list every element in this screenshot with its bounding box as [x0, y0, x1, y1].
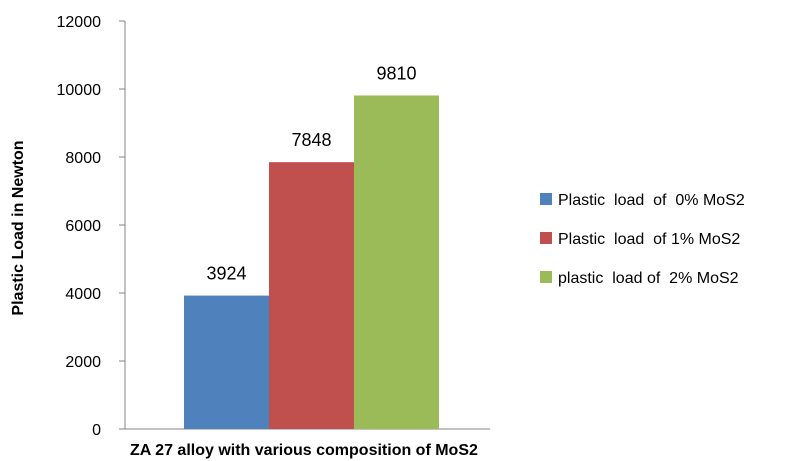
- y-tick-label: 4000: [65, 286, 101, 303]
- legend-label-2: plastic load of 2% MoS2: [558, 270, 739, 287]
- y-tick-label: 6000: [65, 218, 101, 235]
- bars: [184, 95, 439, 430]
- bar-value-label: 9810: [376, 63, 416, 83]
- bar-1: [269, 162, 354, 429]
- data-labels: 3924 7848 9810: [206, 63, 416, 283]
- y-tick-label: 0: [92, 422, 101, 439]
- bar-value-label: 7848: [291, 130, 331, 150]
- bar-value-label: 3924: [206, 264, 246, 284]
- legend-swatch-2: [540, 271, 552, 283]
- y-axis-ticks: 0 2000 4000 6000 8000 10000 12000: [57, 14, 125, 439]
- y-tick-label: 2000: [65, 354, 101, 371]
- bar-0: [184, 295, 269, 429]
- y-tick-label: 12000: [57, 14, 102, 31]
- y-tick-label: 8000: [65, 150, 101, 167]
- y-tick-label: 10000: [57, 82, 102, 99]
- legend-label-0: Plastic load of 0% MoS2: [558, 192, 745, 209]
- legend-label-1: Plastic load of 1% MoS2: [558, 231, 740, 248]
- bar-2: [354, 95, 439, 430]
- legend-swatch-0: [540, 193, 552, 205]
- legend: Plastic load of 0% MoS2 Plastic load of 1…: [540, 192, 745, 287]
- y-axis-title: Plastic Load in Newton: [10, 140, 27, 315]
- x-axis-title: ZA 27 alloy with various composition of …: [130, 442, 478, 459]
- legend-swatch-1: [540, 232, 552, 244]
